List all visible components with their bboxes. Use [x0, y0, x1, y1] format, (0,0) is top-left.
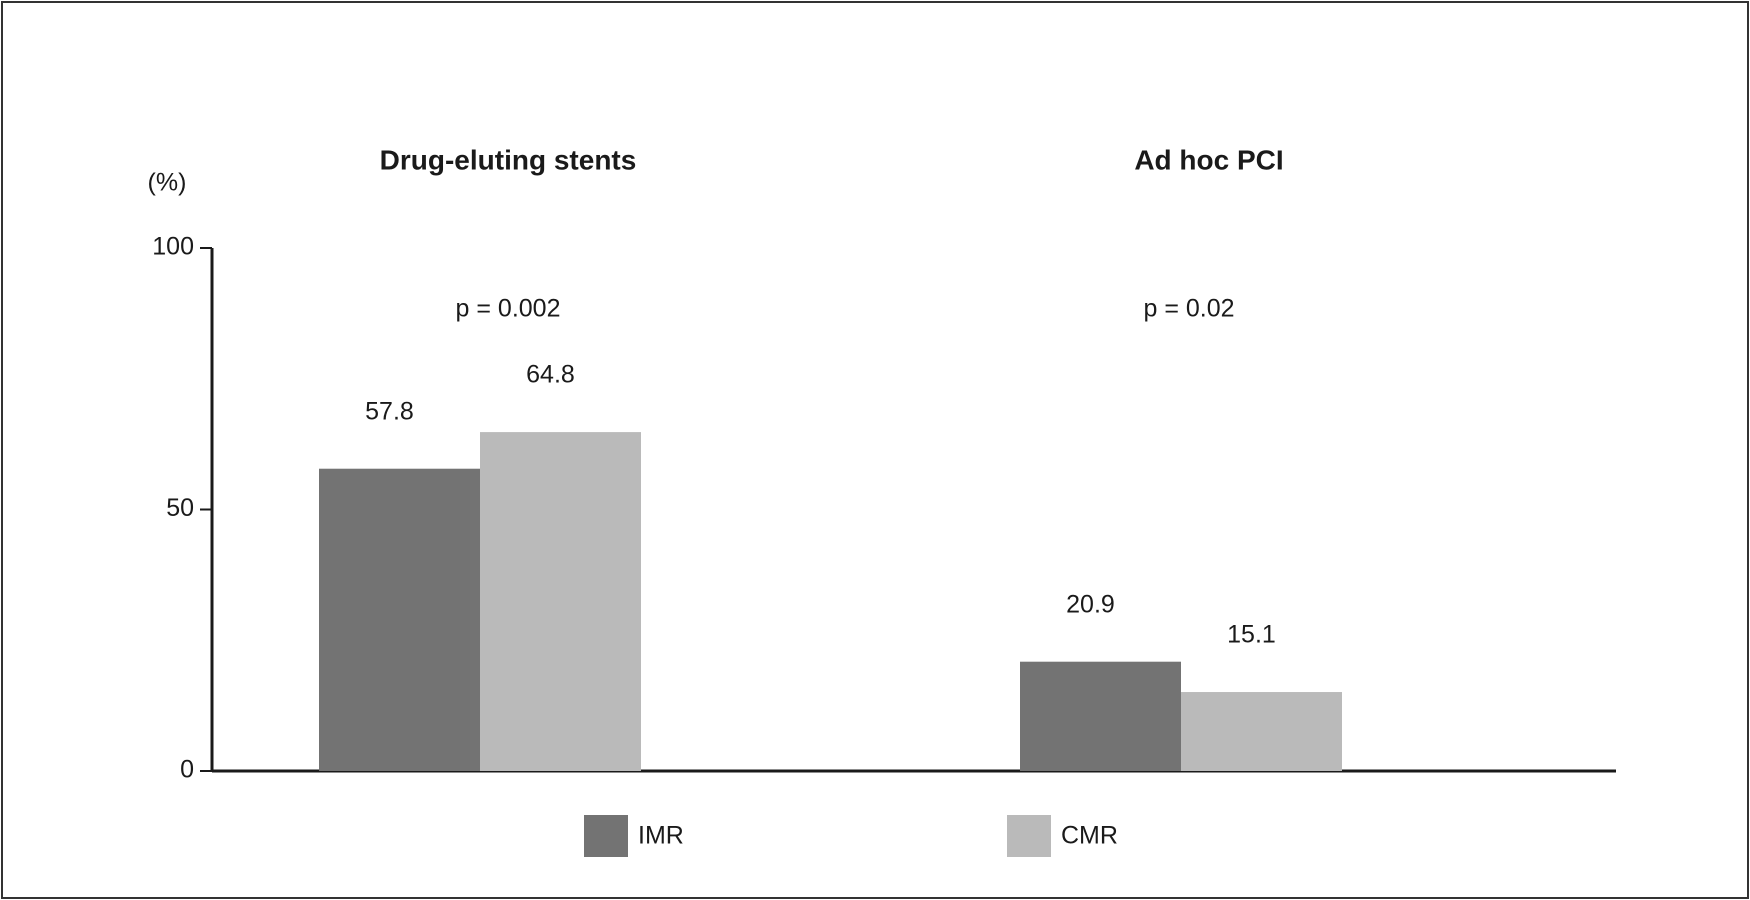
legend-label: IMR: [638, 822, 684, 850]
category-title: Ad hoc PCI: [1134, 144, 1283, 175]
legend-swatch: [584, 815, 628, 857]
bar: [319, 468, 480, 771]
y-tick-label: 100: [152, 233, 194, 261]
bar: [1020, 661, 1181, 771]
annotation: p = 0.002: [456, 295, 561, 323]
value-label: 20.9: [1066, 590, 1115, 618]
y-tick-label: 0: [180, 756, 194, 784]
value-label: 57.8: [365, 397, 414, 425]
legend-swatch: [1007, 815, 1051, 857]
category-title: Drug-eluting stents: [380, 144, 637, 175]
bar: [1181, 692, 1342, 771]
bar: [480, 432, 641, 771]
value-label: 64.8: [526, 361, 575, 389]
legend-label: CMR: [1061, 822, 1118, 850]
y-axis-label: (%): [148, 169, 187, 197]
y-tick-label: 50: [166, 494, 194, 522]
value-label: 15.1: [1227, 621, 1276, 649]
annotation: p = 0.02: [1143, 295, 1234, 323]
